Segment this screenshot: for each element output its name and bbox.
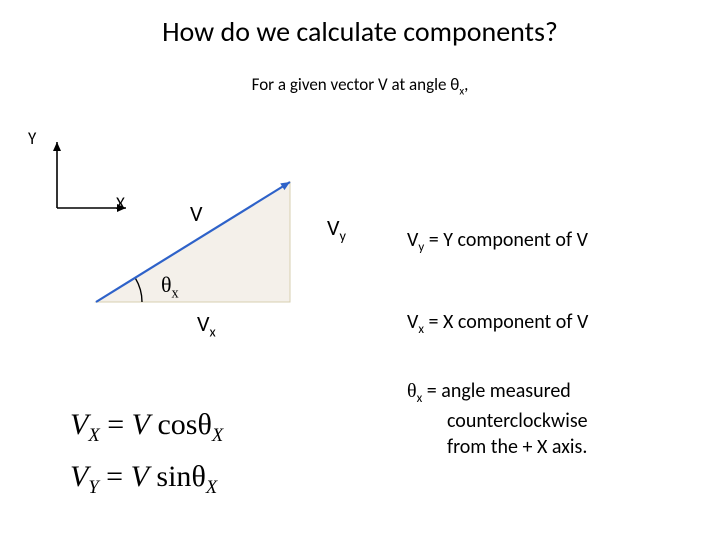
eq2-lhs-base: V bbox=[70, 460, 88, 493]
eq1-theta-sub: X bbox=[212, 425, 223, 446]
eq1-lhs-sub: X bbox=[88, 425, 99, 446]
eq2-lhs-sub: Y bbox=[88, 477, 98, 498]
vy-label: Vy bbox=[327, 214, 346, 244]
eq2-v: V bbox=[131, 460, 149, 493]
vy-def-base: V bbox=[407, 228, 418, 252]
eq1-theta: θ bbox=[197, 408, 211, 441]
theta-def-l2: counterclockwise bbox=[407, 408, 667, 434]
vy-sub: y bbox=[339, 226, 345, 244]
theta-def-char: θ bbox=[407, 380, 417, 402]
vector-v-label: V bbox=[190, 200, 202, 227]
equation-vx: VX = V cosθX bbox=[70, 400, 223, 452]
subtitle-post: , bbox=[464, 74, 468, 95]
theta-x-label: θx bbox=[161, 272, 179, 302]
theta-char: θ bbox=[161, 272, 172, 297]
vx-def-base: V bbox=[407, 310, 418, 334]
theta-definition: θx = angle measured counterclockwise fro… bbox=[407, 378, 667, 460]
eq2-fn: sin bbox=[149, 460, 192, 493]
eq1-eq: = bbox=[100, 408, 132, 441]
theta-def-l3: from the + X axis. bbox=[407, 434, 667, 460]
vy-base: V bbox=[327, 214, 339, 241]
eq1-v: V bbox=[132, 408, 150, 441]
eq2-theta-sub: X bbox=[206, 477, 217, 498]
vy-def-rhs: = Y component of V bbox=[424, 228, 588, 252]
page-title: How do we calculate components? bbox=[0, 14, 720, 49]
subtitle: For a given vector V at angle θx, bbox=[0, 74, 720, 97]
eq1-lhs-base: V bbox=[70, 408, 88, 441]
vx-sub: x bbox=[209, 322, 215, 340]
vx-label: Vx bbox=[197, 310, 216, 340]
equations-block: VX = V cosθX VY = V sinθX bbox=[70, 400, 223, 503]
vx-base: V bbox=[197, 310, 209, 337]
vx-def-rhs: = X component of V bbox=[424, 310, 588, 334]
vector-diagram bbox=[30, 130, 350, 340]
eq1-fn: cos bbox=[150, 408, 198, 441]
equation-vy: VY = V sinθX bbox=[70, 452, 223, 504]
eq2-theta: θ bbox=[191, 460, 205, 493]
theta-glyph: θ bbox=[450, 74, 459, 95]
eq2-eq: = bbox=[99, 460, 131, 493]
vy-definition: Vy = Y component of V bbox=[407, 228, 588, 255]
vx-definition: Vx = X component of V bbox=[407, 310, 588, 337]
theta-sub: x bbox=[172, 285, 179, 301]
subtitle-text: For a given vector V at angle bbox=[252, 74, 451, 95]
theta-def-l1: = angle measured bbox=[422, 379, 571, 403]
